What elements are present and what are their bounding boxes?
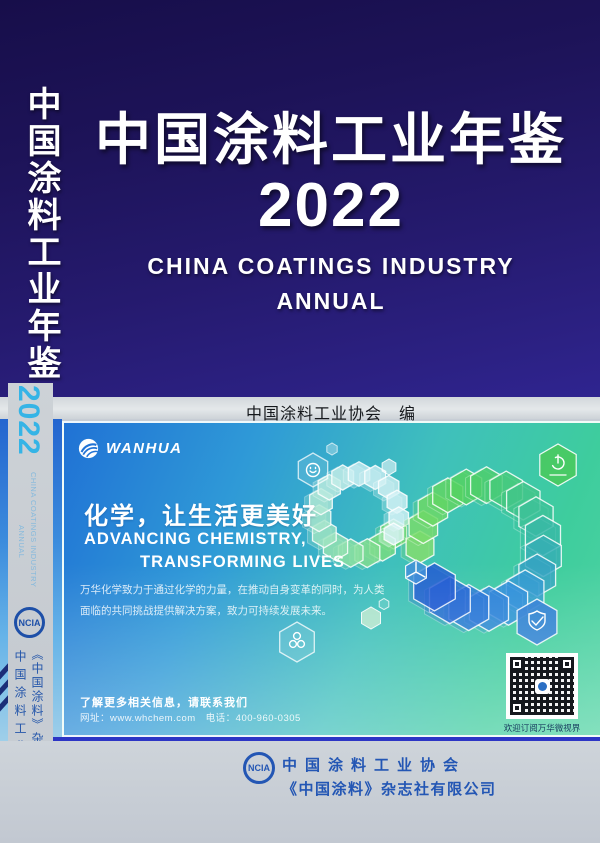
footer-org-name: 中国涂料工业协会 xyxy=(282,757,467,774)
spine-title: 中国涂料工业年鉴 xyxy=(22,86,60,382)
ncia-footer-logo: NCIA xyxy=(243,752,275,784)
banner-headline-en2: TRANSFORMING LIVES xyxy=(140,553,346,571)
banner-contact-label: 了解更多相关信息，请联系我们 xyxy=(80,697,248,709)
banner-headline-en1: ADVANCING CHEMISTRY, xyxy=(84,530,307,548)
ncia-logo: NCIA xyxy=(14,607,45,638)
banner-contact-info: 网址：www.whchem.com 电话：400-960-0305 xyxy=(80,713,301,724)
wanhua-ad-banner: WANHUA 化学，让生活更美好 ADVANCING CHEMISTRY, TR… xyxy=(62,421,600,737)
qr-eye xyxy=(510,657,524,671)
wanhua-logo: WANHUA xyxy=(78,438,183,459)
cover-background xyxy=(0,0,600,398)
qr-eye xyxy=(510,701,524,715)
spine-subtitle-line2: ANNUAL xyxy=(17,525,26,559)
qr-pattern xyxy=(510,657,574,715)
spine-subtitle-line1: CHINA COATINGS INDUSTRY xyxy=(29,472,38,588)
spine-year: 2022 xyxy=(12,385,45,456)
banner-body-line1: 万华化学致力于通过化学的力量，在推动自身变革的同时，为人类 xyxy=(80,584,385,596)
banner-body-line2: 面临的共同挑战提供解决方案，致力可持续发展未来。 xyxy=(80,604,332,617)
footer-organizations: 中国涂料工业协会 《中国涂料》杂志社有限公司 xyxy=(282,754,497,799)
ncia-footer-logo-text: NCIA xyxy=(248,763,270,773)
banner-body-text: 万华化学致力于通过化学的力量，在推动自身变革的同时，为人类 面临的共同挑战提供解… xyxy=(80,580,410,621)
editor-band xyxy=(0,397,600,419)
spine-subtitle-en: CHINA COATINGS INDUSTRY ANNUAL xyxy=(15,472,39,612)
banner-headline-cn: 化学，让生活更美好 xyxy=(84,503,318,530)
wanhua-brand-name: WANHUA xyxy=(106,440,183,457)
wanhua-logo-icon xyxy=(78,438,99,459)
ncia-logo-text: NCIA xyxy=(18,617,41,628)
qr-caption: 欢迎订阅万华微视界 xyxy=(503,723,581,733)
qr-center-logo xyxy=(534,678,550,694)
editor-credit: 中国涂料工业协会 编 xyxy=(245,406,416,423)
footer-band xyxy=(0,741,600,843)
separator-line xyxy=(53,737,600,741)
cover-subtitle-line2: ANNUAL xyxy=(276,288,386,314)
qr-eye xyxy=(560,657,574,671)
cover-subtitle-line1: CHINA COATINGS INDUSTRY xyxy=(147,253,515,279)
qr-code xyxy=(506,653,578,719)
hexagon-infinity-graphic xyxy=(279,442,577,663)
cover-title: 中国涂料工业年鉴 xyxy=(95,108,567,171)
footer-publisher: 《中国涂料》杂志社有限公司 xyxy=(282,781,497,798)
cover-year: 2022 xyxy=(258,171,404,240)
